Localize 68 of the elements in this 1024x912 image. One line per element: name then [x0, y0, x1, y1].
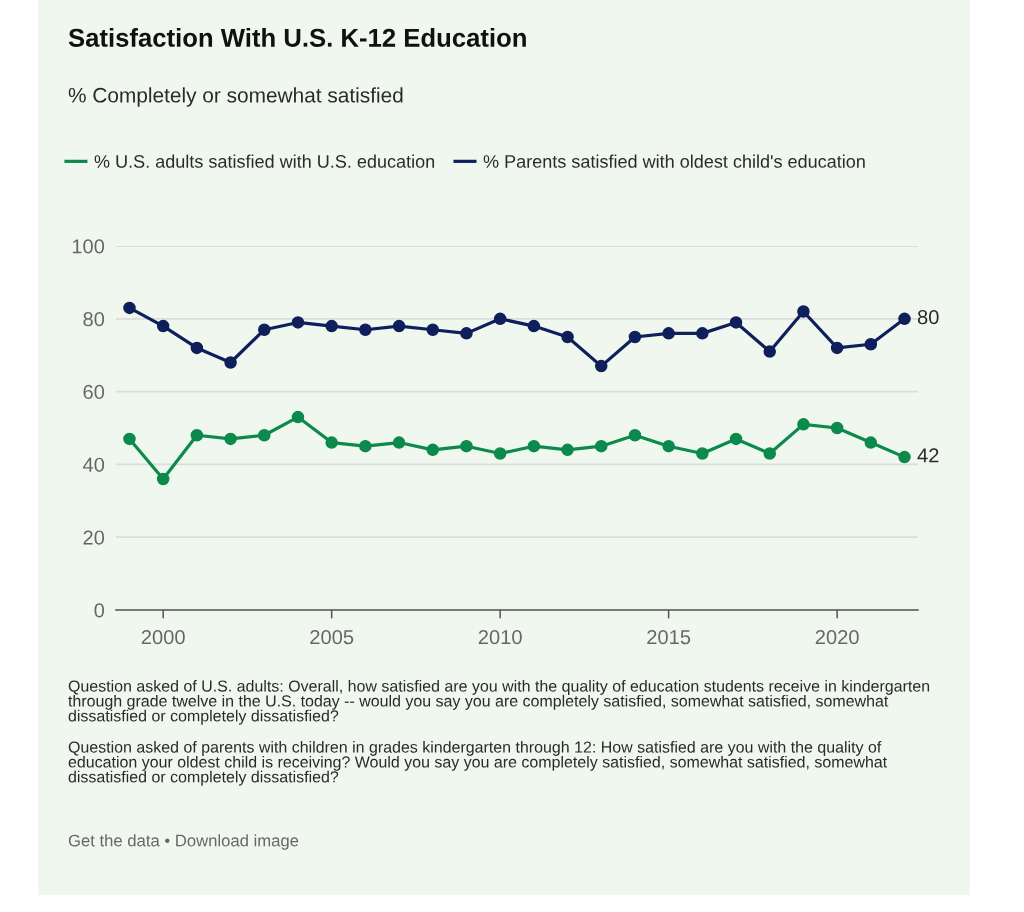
point: [763, 447, 776, 460]
point: [527, 439, 541, 453]
point: [224, 432, 237, 446]
data-label: 80: [917, 309, 939, 325]
chart-title: Satisfaction With U.S. K-12 Education: [68, 28, 526, 47]
point: [224, 356, 237, 369]
legend-label: % Parents satisfied with oldest child's education: [483, 154, 865, 168]
point: [123, 432, 136, 446]
point: [359, 439, 372, 453]
y-tick-label: 0: [94, 603, 105, 618]
point: [797, 305, 810, 318]
point: [594, 359, 608, 373]
point: [359, 323, 372, 336]
point: [493, 312, 507, 326]
point: [662, 327, 675, 340]
point: [325, 319, 338, 333]
point: [628, 330, 642, 344]
point: [460, 439, 473, 453]
point: [561, 443, 574, 457]
point: [325, 436, 338, 449]
point: [392, 436, 406, 449]
point: [561, 330, 574, 344]
text: Question asked of U.S. adults: Overall, how satisfied are you with the quality of education students receive in kindergarten through grade twelve in the U.S. today -- would you say you are completely satisfied, somewhat satisfied, somewhat dissatisfied or completely dissatisfied?: [68, 680, 930, 725]
x-tick-label: 2015: [647, 629, 691, 645]
legend-label: % U.S. adults satisfied with U.S. education: [94, 154, 435, 168]
point: [426, 443, 440, 457]
x-tick-label: 2000: [141, 629, 185, 645]
point: [763, 345, 776, 358]
point: [898, 450, 911, 464]
point: [864, 436, 878, 449]
point: [594, 439, 608, 453]
chart-subtitle: % Completely or somewhat satisfied: [68, 87, 403, 107]
point: [258, 429, 271, 442]
point: [190, 429, 204, 442]
point: [830, 341, 844, 355]
y-tick-label: 20: [83, 530, 105, 545]
data-label: 42: [917, 448, 939, 463]
point: [493, 447, 507, 460]
x-tick-label: 2010: [478, 629, 522, 645]
point: [696, 327, 709, 340]
y-tick-label: 40: [82, 457, 105, 472]
point: [797, 418, 810, 431]
point: [291, 410, 305, 424]
y-tick-label: 80: [83, 312, 105, 327]
point: [527, 319, 541, 333]
point: [729, 432, 743, 446]
point: [830, 421, 844, 435]
point: [190, 341, 204, 355]
point: [156, 319, 170, 333]
text: Get the data • Download image: [68, 834, 299, 850]
point: [426, 323, 440, 336]
point: [696, 447, 709, 460]
y-tick-label: 100: [72, 239, 105, 254]
point: [392, 319, 406, 333]
text: Question asked of parents with children in grades kindergarten through 12: How satisfied are you with the quality of education your oldest child is receiving? Would you say you are completely satisfied, somewhat satisfied, somewhat dissatisfied or completely dissatisfied?: [68, 741, 888, 786]
point: [628, 429, 642, 442]
point: [156, 472, 170, 486]
point: [123, 301, 136, 315]
point: [898, 312, 911, 326]
y-tick-label: 60: [83, 384, 105, 400]
x-tick-label: 2005: [310, 629, 354, 645]
point: [864, 338, 878, 351]
x-tick-label: 2020: [815, 629, 859, 645]
point: [662, 439, 675, 453]
point: [291, 316, 305, 329]
point: [258, 323, 271, 336]
point: [729, 316, 743, 329]
point: [460, 327, 473, 340]
